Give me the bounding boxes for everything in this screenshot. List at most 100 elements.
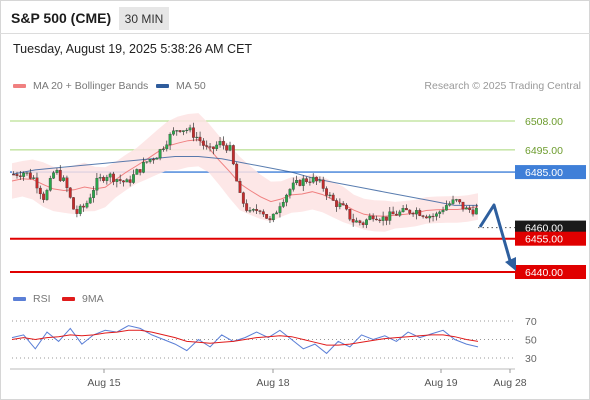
candle-body bbox=[438, 211, 442, 214]
candle bbox=[255, 204, 259, 214]
candle bbox=[341, 201, 345, 206]
candle bbox=[278, 202, 282, 218]
legend-9ma: 9MA bbox=[62, 293, 104, 305]
candle-body bbox=[48, 178, 52, 191]
candle-body bbox=[301, 178, 305, 186]
candle bbox=[335, 198, 338, 212]
candle-body bbox=[464, 207, 468, 210]
candle bbox=[388, 207, 392, 225]
candle-body bbox=[12, 174, 16, 176]
candle-body bbox=[122, 180, 125, 183]
candle bbox=[441, 206, 445, 215]
candle bbox=[58, 165, 62, 183]
credit-text: Research © 2025 Trading Central bbox=[424, 80, 581, 92]
level-text: 6455.00 bbox=[525, 234, 563, 246]
candle-body bbox=[431, 215, 435, 218]
candle-body bbox=[185, 129, 189, 132]
candle-body bbox=[72, 197, 75, 210]
ma20-swatch bbox=[13, 84, 26, 88]
level-label-6508.00: 6508.00 bbox=[525, 116, 563, 128]
candle-body bbox=[35, 177, 39, 189]
candle bbox=[195, 132, 199, 142]
candle bbox=[122, 180, 125, 187]
candle bbox=[35, 172, 39, 194]
candle bbox=[328, 192, 332, 199]
candle-body bbox=[178, 130, 182, 132]
candle-body bbox=[444, 205, 448, 211]
candle-body bbox=[291, 182, 295, 190]
candle-body bbox=[22, 172, 26, 177]
candle-body bbox=[385, 216, 388, 221]
bollinger-band bbox=[12, 113, 478, 232]
timeframe-button[interactable]: 30 MIN bbox=[119, 7, 169, 30]
candle bbox=[398, 209, 402, 218]
candle-body bbox=[391, 211, 395, 215]
candle bbox=[265, 214, 269, 219]
candle bbox=[418, 208, 422, 217]
rsi-line bbox=[11, 325, 479, 355]
candle-body bbox=[145, 161, 149, 163]
candle bbox=[368, 213, 372, 221]
candle-body bbox=[421, 215, 425, 217]
candle-body bbox=[338, 203, 342, 207]
ma9-swatch bbox=[62, 297, 75, 301]
candle-body bbox=[238, 180, 242, 193]
candle bbox=[65, 175, 69, 193]
candle bbox=[25, 172, 29, 176]
candle bbox=[32, 175, 36, 180]
candle-body bbox=[188, 127, 192, 131]
candle-body bbox=[428, 215, 432, 219]
candle bbox=[415, 207, 418, 220]
candle bbox=[375, 215, 378, 221]
candle bbox=[188, 124, 192, 133]
candle-body bbox=[255, 209, 259, 211]
candle bbox=[225, 143, 229, 153]
legend-ma50-label: MA 50 bbox=[176, 80, 206, 92]
candle-body bbox=[208, 146, 212, 148]
candle-body bbox=[368, 215, 372, 220]
candle-body bbox=[361, 222, 365, 225]
candle-body bbox=[398, 211, 402, 216]
candle bbox=[391, 206, 395, 215]
candle-body bbox=[355, 220, 358, 223]
level-text: 6508.00 bbox=[525, 116, 563, 128]
candle bbox=[358, 219, 362, 226]
candle-body bbox=[328, 194, 332, 196]
candle bbox=[325, 186, 328, 201]
candle-body bbox=[418, 210, 422, 216]
candle-body bbox=[102, 177, 105, 181]
candle bbox=[355, 217, 358, 223]
candle-body bbox=[135, 169, 139, 175]
candle bbox=[18, 170, 22, 180]
candle-body bbox=[228, 145, 232, 151]
candle-body bbox=[381, 216, 385, 221]
candle-body bbox=[52, 172, 56, 179]
candle bbox=[361, 221, 365, 228]
candle-body bbox=[375, 218, 378, 221]
candle-body bbox=[198, 136, 202, 142]
candle bbox=[241, 191, 245, 208]
candle-body bbox=[152, 159, 155, 161]
candle-body bbox=[18, 175, 22, 177]
legend-rsi-label: RSI bbox=[33, 293, 51, 305]
candle bbox=[125, 178, 129, 183]
candle bbox=[118, 174, 122, 184]
candle bbox=[198, 131, 202, 146]
candle-body bbox=[95, 178, 99, 191]
level-label-6460.00: 6460.00 bbox=[515, 220, 586, 235]
candle-body bbox=[434, 213, 438, 217]
candle-body bbox=[225, 145, 229, 151]
candle-body bbox=[451, 199, 455, 204]
candle-body bbox=[215, 144, 219, 149]
candle-body bbox=[424, 216, 428, 219]
level-badge bbox=[515, 165, 586, 180]
candle bbox=[178, 130, 182, 133]
candle bbox=[291, 177, 295, 192]
candle bbox=[175, 129, 179, 136]
candle bbox=[182, 130, 185, 136]
level-text: 6440.00 bbox=[525, 267, 563, 279]
candle bbox=[288, 188, 292, 199]
legend-ma50: MA 50 bbox=[156, 80, 206, 92]
candle-body bbox=[65, 177, 69, 189]
